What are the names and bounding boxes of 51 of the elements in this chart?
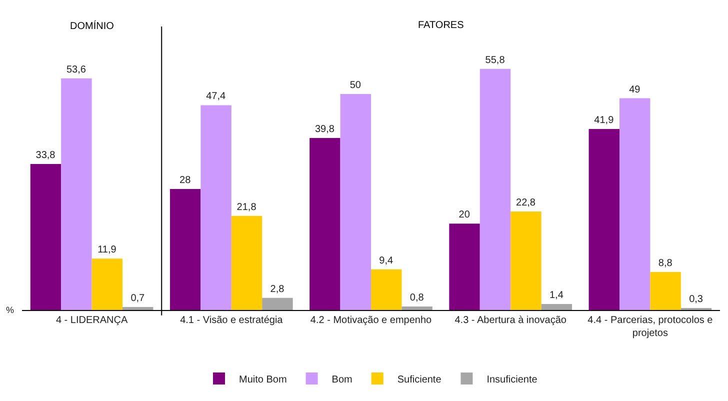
bar bbox=[170, 189, 201, 310]
data-label: 50 bbox=[350, 80, 362, 91]
data-label: 41,9 bbox=[594, 114, 614, 126]
legend-label: Suficiente bbox=[397, 374, 442, 386]
bar bbox=[262, 298, 293, 310]
x-tick-label: 4.4 - Parcerias, protocolos e projetos bbox=[588, 315, 714, 339]
data-label: 49 bbox=[629, 84, 641, 96]
data-label: 2,8 bbox=[270, 284, 285, 295]
text: DOMÍNIO bbox=[70, 20, 114, 32]
data-label: 55,8 bbox=[485, 54, 506, 66]
legend-label: Insuficiente bbox=[486, 374, 538, 386]
bar bbox=[480, 68, 511, 310]
bar bbox=[510, 212, 542, 310]
data-label: 39,8 bbox=[314, 124, 335, 136]
data-label: 47,4 bbox=[206, 91, 226, 102]
bar bbox=[231, 216, 262, 310]
bar bbox=[122, 306, 154, 310]
x-tick-label: 4.2 - Motivação e empenho bbox=[310, 315, 432, 326]
y-axis-title: % bbox=[6, 305, 14, 315]
data-label: 0,8 bbox=[410, 292, 424, 304]
bar bbox=[200, 105, 232, 310]
bar bbox=[402, 306, 432, 310]
x-tick-label: 4.3 - Abertura à inovação bbox=[454, 315, 567, 326]
data-label: 0,7 bbox=[130, 292, 146, 304]
bar bbox=[541, 304, 572, 310]
bar bbox=[61, 78, 92, 310]
text: FATORES bbox=[418, 20, 464, 31]
x-tick-label: 4 - LIDERANÇA bbox=[56, 315, 128, 326]
data-label: 33,8 bbox=[36, 150, 56, 161]
data-label: 20 bbox=[458, 210, 470, 221]
bar bbox=[340, 94, 371, 310]
data-label: 1,4 bbox=[549, 290, 564, 301]
data-label: 22,8 bbox=[516, 198, 536, 208]
bar bbox=[449, 224, 480, 310]
bar bbox=[588, 128, 620, 310]
data-label: 21,8 bbox=[236, 202, 257, 213]
bar bbox=[30, 164, 62, 310]
bar bbox=[650, 272, 681, 310]
data-label: 0,3 bbox=[689, 294, 704, 305]
data-label: 9,4 bbox=[379, 255, 394, 266]
legend-label: Muito Bom bbox=[239, 374, 287, 386]
data-label: 53,6 bbox=[66, 64, 86, 76]
data-label: 8,8 bbox=[658, 258, 673, 269]
bar bbox=[371, 269, 402, 310]
bar bbox=[619, 98, 650, 310]
data-label: 28 bbox=[180, 175, 192, 186]
bar bbox=[310, 138, 340, 310]
data-label: 11,9 bbox=[98, 244, 117, 256]
legend-label: Bom bbox=[332, 374, 352, 386]
bar bbox=[92, 258, 123, 310]
x-tick-label: 4.1 - Visão e estratégia bbox=[180, 315, 284, 326]
